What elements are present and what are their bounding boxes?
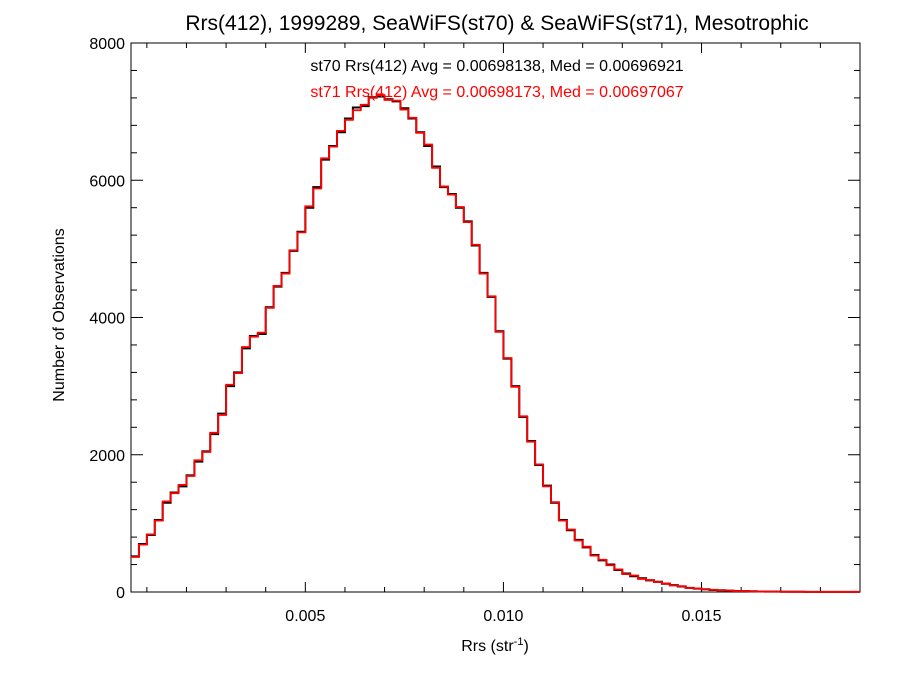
x-tick-label: 0.010 xyxy=(483,608,523,625)
data-series xyxy=(131,94,860,593)
y-tick-label: 0 xyxy=(116,585,125,602)
x-axis-label: Rrs (str-1) xyxy=(461,636,529,655)
series-st71-line xyxy=(131,94,860,593)
x-tick-label: 0.005 xyxy=(285,608,325,625)
chart-title: Rrs(412), 1999289, SeaWiFS(st70) & SeaWi… xyxy=(185,12,808,35)
y-tick-label: 8000 xyxy=(89,36,125,53)
x-axis-label-base: Rrs (str xyxy=(461,638,514,655)
y-tick-label: 6000 xyxy=(89,173,125,190)
x-axis-label-superscript: -1 xyxy=(514,636,524,648)
y-tick-label: 4000 xyxy=(89,311,125,328)
y-axis-label: Number of Observations xyxy=(51,228,68,401)
x-axis-label-end: ) xyxy=(523,638,528,655)
annotation-st70: st70 Rrs(412) Avg = 0.00698138, Med = 0.… xyxy=(310,58,683,75)
annotation-st71: st71 Rrs(412) Avg = 0.00698173, Med = 0.… xyxy=(310,84,683,101)
x-tick-label: 0.015 xyxy=(681,608,721,625)
plot-axes: 0.005 0.010 0.015 0 2000 4000 6000 8000 xyxy=(89,36,861,625)
y-tick-label: 2000 xyxy=(89,448,125,465)
